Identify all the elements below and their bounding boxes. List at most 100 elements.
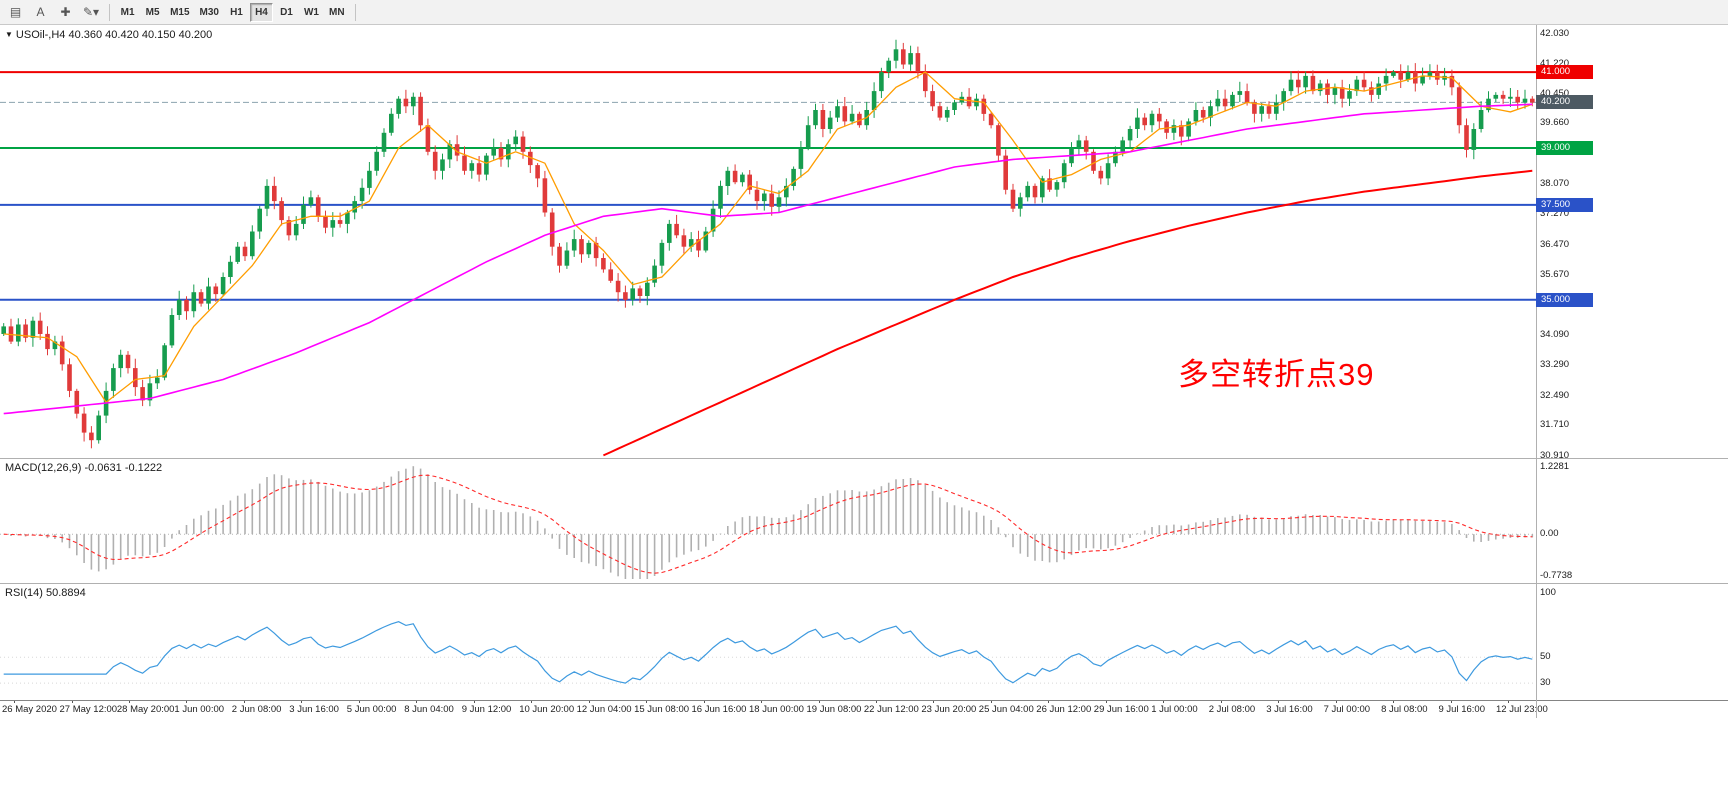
main-chart-canvas[interactable] [0, 25, 1536, 458]
price-axis-label: 31.710 [1540, 419, 1570, 431]
time-axis-tick [818, 700, 820, 703]
time-axis-tick [71, 700, 73, 703]
macd-axis-label: -0.7738 [1540, 570, 1573, 581]
time-axis-tick [14, 700, 15, 703]
level-price-box: 41.000 [1536, 65, 1593, 80]
timeframe-buttons: M1 M5 M15 M30 H1 H4 D1 W1 MN [115, 2, 349, 22]
time-axis-tick [1450, 700, 1452, 703]
price-axis-label: 35.670 [1540, 268, 1570, 280]
tf-button-w1[interactable]: W1 [303, 6, 319, 18]
time-axis-label: 8 Jul 08:00 [1381, 704, 1428, 715]
scale-separator [1536, 25, 1537, 718]
time-axis-label: 26 May 2020 [2, 704, 57, 715]
rsi-axis-label: 100 [1540, 586, 1556, 598]
time-axis-label: 8 Jun 04:00 [404, 704, 454, 715]
time-axis-tick [1278, 700, 1280, 703]
time-axis-label: 3 Jun 16:00 [289, 704, 339, 715]
time-axis-label: 12 Jul 23:00 [1496, 704, 1548, 715]
tf-button-mn[interactable]: MN [328, 6, 345, 18]
time-axis-tick [761, 700, 762, 703]
time-axis-label: 1 Jun 00:00 [174, 704, 225, 715]
time-axis[interactable]: 26 May 2020 27 May 12:00 28 May 20:00 1 Jun… [0, 700, 1728, 718]
level-price-box: 35.000 [1536, 292, 1593, 307]
chart-menu-arrow[interactable]: ▼ [5, 30, 13, 39]
current-price-box: 40.200 [1536, 95, 1593, 110]
time-axis-tick [128, 700, 130, 703]
time-axis-label: 2 Jun 08:00 [231, 704, 282, 715]
macd-label: MACD(12,26,9) -0.0631 -0.1222 [5, 462, 163, 474]
rsi-axis-label: 50 [1540, 651, 1551, 663]
level-price-box: 37.500 [1536, 197, 1593, 212]
text-tool-icon[interactable]: A [36, 5, 45, 19]
chart-window-icon[interactable]: ▤ [9, 5, 22, 19]
time-axis-label: 3 Jul 16:00 [1266, 704, 1313, 715]
time-axis-tick [1335, 700, 1337, 703]
tf-button-m1[interactable]: M1 [120, 6, 135, 18]
time-axis-label: 22 Jun 12:00 [863, 704, 919, 715]
pane-separator[interactable] [0, 458, 1728, 459]
level-price-box: 39.000 [1536, 141, 1593, 155]
price-axis-label: 34.090 [1540, 328, 1570, 340]
time-axis-label: 28 May 20:00 [116, 704, 175, 715]
time-axis-label: 2 Jul 08:00 [1208, 704, 1256, 715]
time-axis-label: 26 Jun 12:00 [1036, 704, 1092, 715]
tool-buttons: ▤ A ✚ ✎▾ [3, 3, 104, 22]
time-axis-tick [1393, 700, 1395, 703]
time-axis-tick [243, 700, 245, 703]
time-axis-label: 18 Jun 00:00 [749, 704, 804, 715]
rsi-canvas[interactable] [0, 584, 1536, 700]
time-axis-tick [473, 700, 475, 703]
tf-button-m30[interactable]: M30 [199, 6, 219, 18]
time-axis-label: 25 Jun 04:00 [978, 704, 1034, 715]
price-axis-label: 40.450 [1540, 87, 1570, 99]
time-axis-tick [1163, 700, 1165, 703]
time-axis-label: 16 Jun 16:00 [691, 704, 747, 715]
time-axis-tick [1220, 700, 1222, 703]
crosshair-tool-icon[interactable]: ✚ [60, 5, 71, 19]
time-axis-label: 1 Jul 00:00 [1151, 704, 1198, 715]
price-axis-label: 42.030 [1540, 27, 1570, 39]
tf-button-m5[interactable]: M5 [145, 6, 160, 18]
time-axis-label: 9 Jun 12:00 [461, 704, 512, 715]
time-axis-tick [1048, 700, 1050, 703]
price-axis-label: 39.660 [1540, 117, 1570, 129]
tf-button-h4[interactable]: H4 [249, 2, 273, 22]
price-axis-label: 32.490 [1540, 389, 1570, 401]
price-axis-label: 37.270 [1540, 208, 1570, 220]
price-axis-label: 30.910 [1540, 449, 1570, 461]
macd-axis-label: 0.00 [1540, 528, 1559, 540]
time-axis-tick [531, 700, 533, 703]
tf-button-h1[interactable]: H1 [230, 6, 243, 18]
drawing-tools-icon[interactable]: ✎▾ [83, 5, 100, 19]
time-axis-tick [186, 700, 188, 703]
time-axis-tick [703, 700, 705, 703]
chart-title: ▼ USOil-,H4 40.360 40.420 40.150 40.200 [5, 29, 212, 41]
price-axis-label: 36.470 [1540, 238, 1570, 250]
time-axis-line [0, 700, 1728, 701]
time-axis-label: 29 Jun 16:00 [1093, 704, 1149, 715]
toolbar-separator [109, 3, 111, 21]
time-axis-tick [301, 700, 303, 703]
time-axis-label: 12 Jun 04:00 [576, 704, 632, 715]
time-axis-label: 10 Jun 20:00 [519, 704, 575, 715]
time-axis-tick [646, 700, 648, 703]
time-axis-label: 7 Jul 00:00 [1323, 704, 1371, 715]
time-axis-label: 9 Jul 16:00 [1438, 704, 1485, 715]
tf-button-d1[interactable]: D1 [280, 6, 293, 18]
chart-title-text: USOil-,H4 40.360 40.420 40.150 40.200 [15, 29, 213, 41]
time-axis-tick [1105, 700, 1107, 703]
pane-separator[interactable] [0, 583, 1728, 584]
price-axis-label: 38.070 [1540, 177, 1570, 189]
time-axis-tick [358, 700, 360, 703]
tf-button-m15[interactable]: M15 [170, 6, 190, 18]
toolbar-separator [354, 3, 356, 21]
price-scale[interactable]: 42.03041.22040.45039.66038.87038.07037.2… [1536, 0, 1728, 792]
time-axis-tick [990, 700, 992, 703]
time-axis-label: 27 May 12:00 [59, 704, 118, 715]
time-axis-tick [875, 700, 877, 703]
rsi-label: RSI(14) 50.8894 [5, 587, 86, 599]
time-axis-label: 23 Jun 20:00 [921, 704, 977, 715]
macd-canvas[interactable] [0, 459, 1536, 583]
time-axis-tick [416, 700, 418, 703]
